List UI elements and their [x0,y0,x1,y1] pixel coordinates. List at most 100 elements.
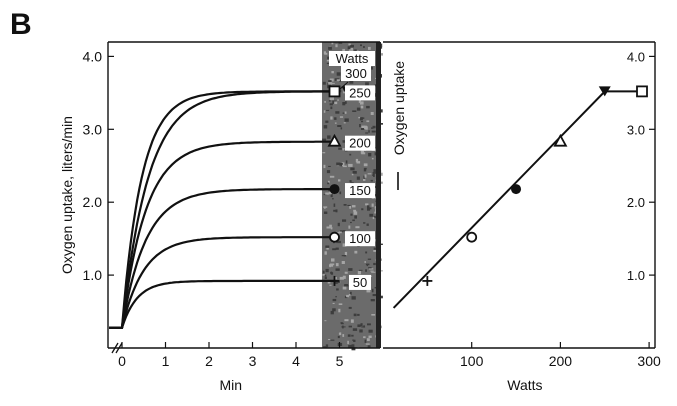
band-speckle [344,111,347,114]
band-speckle [357,271,361,275]
band-speckle [339,191,342,195]
band-speckle [340,230,344,233]
band-speckle [351,344,355,348]
band-speckle [352,205,356,208]
band-speckle [330,116,333,120]
left-x-tick-label: 1 [162,353,170,369]
band-speckle [344,271,348,274]
band-speckle [355,158,359,163]
band-speckle [379,109,383,113]
curve-marker-300w [328,85,341,98]
band-speckle [342,219,347,222]
left-y-axis-label: Oxygen uptake, liters/min [59,116,75,274]
band-speckle [335,247,339,250]
band-speckle [379,172,383,176]
band-speckle [330,193,333,198]
band-speckle [372,172,377,174]
band-speckle [328,180,330,183]
band-speckle [356,176,360,180]
band-speckle [365,263,370,266]
band-speckle [348,268,353,271]
right-x-tick-label: 100 [460,353,484,369]
band-speckle [326,226,331,229]
band-speckle [324,211,328,214]
band-speckle [368,268,374,270]
band-speckle [342,286,347,290]
left-x-tick-label: 5 [336,353,344,369]
band-speckle [330,339,335,341]
band-speckle [328,165,331,167]
band-speckle [372,174,374,176]
band-speckle [325,245,330,248]
band-speckle [337,99,339,101]
band-speckle [364,174,367,178]
band-speckle [367,258,372,260]
band-speckle [342,112,347,114]
band-speckle [338,147,342,150]
band-speckle [351,173,354,176]
band-speckle [353,339,356,342]
watt-label-300: 300 [345,66,367,81]
band-speckle [351,334,354,337]
band-speckle [328,100,331,102]
band-speckle [361,121,364,123]
band-speckle [342,148,347,151]
band-speckle [335,111,340,114]
band-speckle [325,268,329,273]
band-speckle [365,132,369,134]
panel-divider [376,42,381,348]
right-point-plus [422,275,433,286]
band-speckle [360,323,363,327]
band-speckle [326,170,331,174]
band-speckle [336,165,339,167]
band-speckle [366,120,370,123]
band-speckle [379,123,383,125]
band-speckle [328,46,332,50]
band-speckle [337,335,340,339]
band-speckle [373,250,378,252]
watt-label-200-bg [345,135,375,151]
band-speckle [338,332,341,335]
band-speckle [354,215,357,219]
band-speckle [332,248,337,251]
band-speckle [333,281,338,284]
band-speckle [324,251,327,255]
band-speckle [330,310,334,315]
band-speckle [373,215,376,219]
watt-label-250: 250 [349,85,371,100]
band-speckle [372,217,375,220]
band-speckle [342,334,345,337]
band-speckle [361,127,366,130]
band-speckle [350,167,355,171]
right-point-filled-triangle-shape [598,86,611,97]
band-speckle [365,269,367,272]
band-speckle [329,264,334,267]
band-speckle [323,164,326,169]
band-speckle [365,203,369,206]
curve-marker-50w [329,275,340,286]
band-speckle [338,303,343,305]
watt-label-300-bg [341,66,371,81]
right-point-open-square-shape [636,85,648,98]
band-speckle [323,110,326,113]
band-speckle [365,343,370,345]
band-speckle [342,275,346,279]
band-speckle [331,82,335,84]
band-speckle [360,44,362,47]
band-speckle [349,180,352,183]
band-speckle [335,263,339,267]
left-x-axis-label: Min [219,377,242,393]
band-speckle [343,255,347,257]
band-speckle [336,281,340,284]
curve-marker-150w [329,184,340,195]
band-speckle [348,43,351,46]
band-speckle [351,296,356,300]
band-speckle [349,205,352,209]
band-speckle [354,250,358,254]
band-speckle [356,107,361,111]
band-speckle [336,241,341,243]
band-speckle [365,251,368,254]
band-speckle [368,153,372,157]
band-speckle [370,270,374,272]
